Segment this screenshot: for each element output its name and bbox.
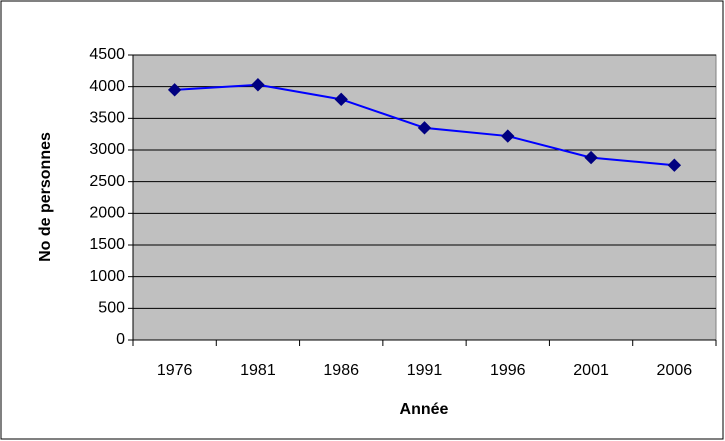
marker — [417, 121, 432, 135]
y-tick-label: 0 — [116, 331, 125, 348]
marker — [667, 158, 682, 172]
y-tick-label: 3000 — [89, 141, 125, 158]
x-tick-label: 2006 — [657, 362, 693, 379]
y-tick-label: 500 — [98, 300, 125, 317]
x-tick-label: 1976 — [157, 362, 193, 379]
x-tick-label: 1986 — [323, 362, 359, 379]
y-tick-label: 4500 — [89, 46, 125, 63]
marker — [501, 129, 515, 143]
marker — [334, 92, 348, 107]
y-tick-label: 2000 — [89, 205, 125, 222]
y-tick-label: 4000 — [89, 78, 125, 95]
y-tick-label: 2500 — [89, 173, 125, 190]
x-axis-title: Année — [400, 401, 449, 418]
y-tick-label: 1000 — [89, 268, 125, 285]
x-tick-label: 1996 — [490, 362, 526, 379]
x-tick-label: 1981 — [240, 362, 276, 379]
y-tick-label: 3500 — [89, 110, 125, 127]
x-tick-label: 1991 — [407, 362, 443, 379]
plot-background — [132, 54, 717, 341]
marker — [584, 150, 598, 165]
marker — [167, 83, 182, 97]
y-tick-label: 1500 — [89, 236, 125, 253]
marker — [251, 78, 265, 92]
y-axis-title: No de personnes — [37, 132, 54, 262]
x-tick-label: 2001 — [573, 362, 609, 379]
